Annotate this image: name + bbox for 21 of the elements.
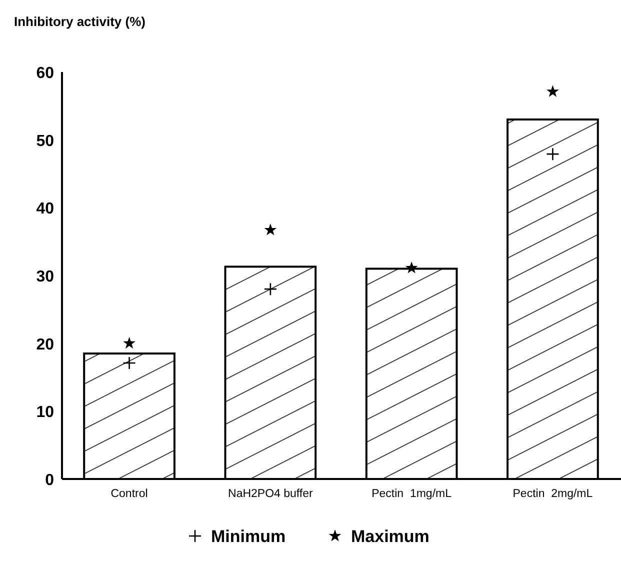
point bbox=[122, 356, 136, 370]
y-tick-label: 30 bbox=[36, 268, 54, 286]
y-tick-label: 10 bbox=[36, 404, 54, 422]
x-tick-label: NaH2PO4 buffer bbox=[228, 488, 313, 500]
point bbox=[264, 282, 278, 296]
x-tick-label: Pectin 2mg/mL bbox=[512, 488, 594, 500]
point bbox=[546, 147, 560, 161]
y-tick-label: 60 bbox=[36, 65, 54, 82]
y-axis-title: Inhibitory activity (%) bbox=[14, 14, 146, 29]
y-tick-label: 20 bbox=[36, 336, 54, 354]
legend-label: Maximum bbox=[351, 527, 430, 546]
y-tick-label: 0 bbox=[45, 472, 54, 489]
point bbox=[405, 262, 418, 274]
y-tick-label: 40 bbox=[36, 200, 54, 218]
point bbox=[123, 336, 136, 349]
x-tick-label: Pectin 1mg/mL bbox=[372, 488, 452, 500]
y-tick-label: 50 bbox=[36, 132, 54, 150]
x-tick-label: Control bbox=[110, 488, 148, 500]
legend-label: Minimum bbox=[211, 527, 286, 546]
point bbox=[546, 85, 559, 97]
point bbox=[264, 224, 277, 236]
